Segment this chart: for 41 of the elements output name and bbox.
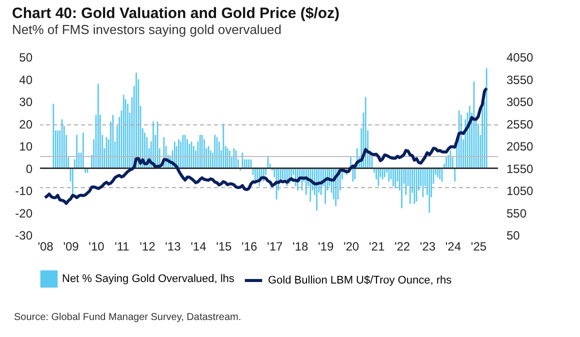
x-tick-label: '19 — [318, 240, 334, 254]
x-tick-label: '13 — [165, 240, 182, 254]
legend-label: Net % Saying Gold Overvalued, lhs — [62, 273, 235, 285]
x-tick-label: '24 — [445, 240, 462, 254]
y2-tick-label: 1550 — [506, 162, 534, 176]
x-tick-label: '20 — [343, 240, 360, 254]
y2-tick-label: 2050 — [506, 140, 534, 154]
legend-label: Gold Bullion LBM U$/Troy Ounce, rhs — [268, 274, 452, 286]
y2-tick-label: 3050 — [506, 95, 534, 109]
x-tick-label: '17 — [267, 240, 284, 254]
x-tick-label: '12 — [140, 240, 156, 254]
y-tick-label: 20 — [19, 117, 33, 132]
x-tick-label: '23 — [420, 240, 436, 254]
x-tick-label: '18 — [292, 240, 308, 254]
y2-tick-label: 4050 — [506, 50, 534, 64]
y2-tick-label: 2550 — [506, 117, 534, 132]
x-tick-label: '11 — [114, 240, 130, 254]
y-tick-label: 40 — [19, 72, 33, 87]
y-tick-label: -20 — [15, 206, 33, 220]
source-note: Source: Global Fund Manager Survey, Datastream. — [14, 312, 242, 323]
y-tick-label: -30 — [15, 228, 33, 242]
x-tick-label: '14 — [190, 240, 207, 254]
x-tick-label: '15 — [216, 240, 232, 254]
x-tick-label: '16 — [242, 240, 258, 254]
chart-subtitle: Net% of FMS investors saying gold overvalued — [12, 22, 282, 37]
y-tick-label: 50 — [19, 50, 33, 64]
x-tick-label: '21 — [368, 240, 385, 254]
x-tick-label: '22 — [394, 240, 410, 254]
x-tick-label: '08 — [38, 240, 54, 254]
y2-tick-label: 1050 — [506, 184, 534, 198]
y2-tick-label: 3550 — [506, 72, 534, 87]
chart-title: Chart 40: Gold Valuation and Gold Price ($/oz) — [12, 5, 340, 22]
y-tick-label: -10 — [15, 184, 33, 198]
y-tick-label: 10 — [19, 140, 33, 154]
y-tick-label: 30 — [19, 95, 33, 109]
x-tick-label: '10 — [88, 240, 105, 254]
y-tick-label: 0 — [26, 162, 33, 176]
y2-tick-label: 550 — [506, 206, 527, 220]
y2-tick-label: 50 — [506, 228, 520, 242]
x-tick-label: '09 — [63, 240, 80, 254]
x-tick-label: '25 — [470, 240, 487, 254]
